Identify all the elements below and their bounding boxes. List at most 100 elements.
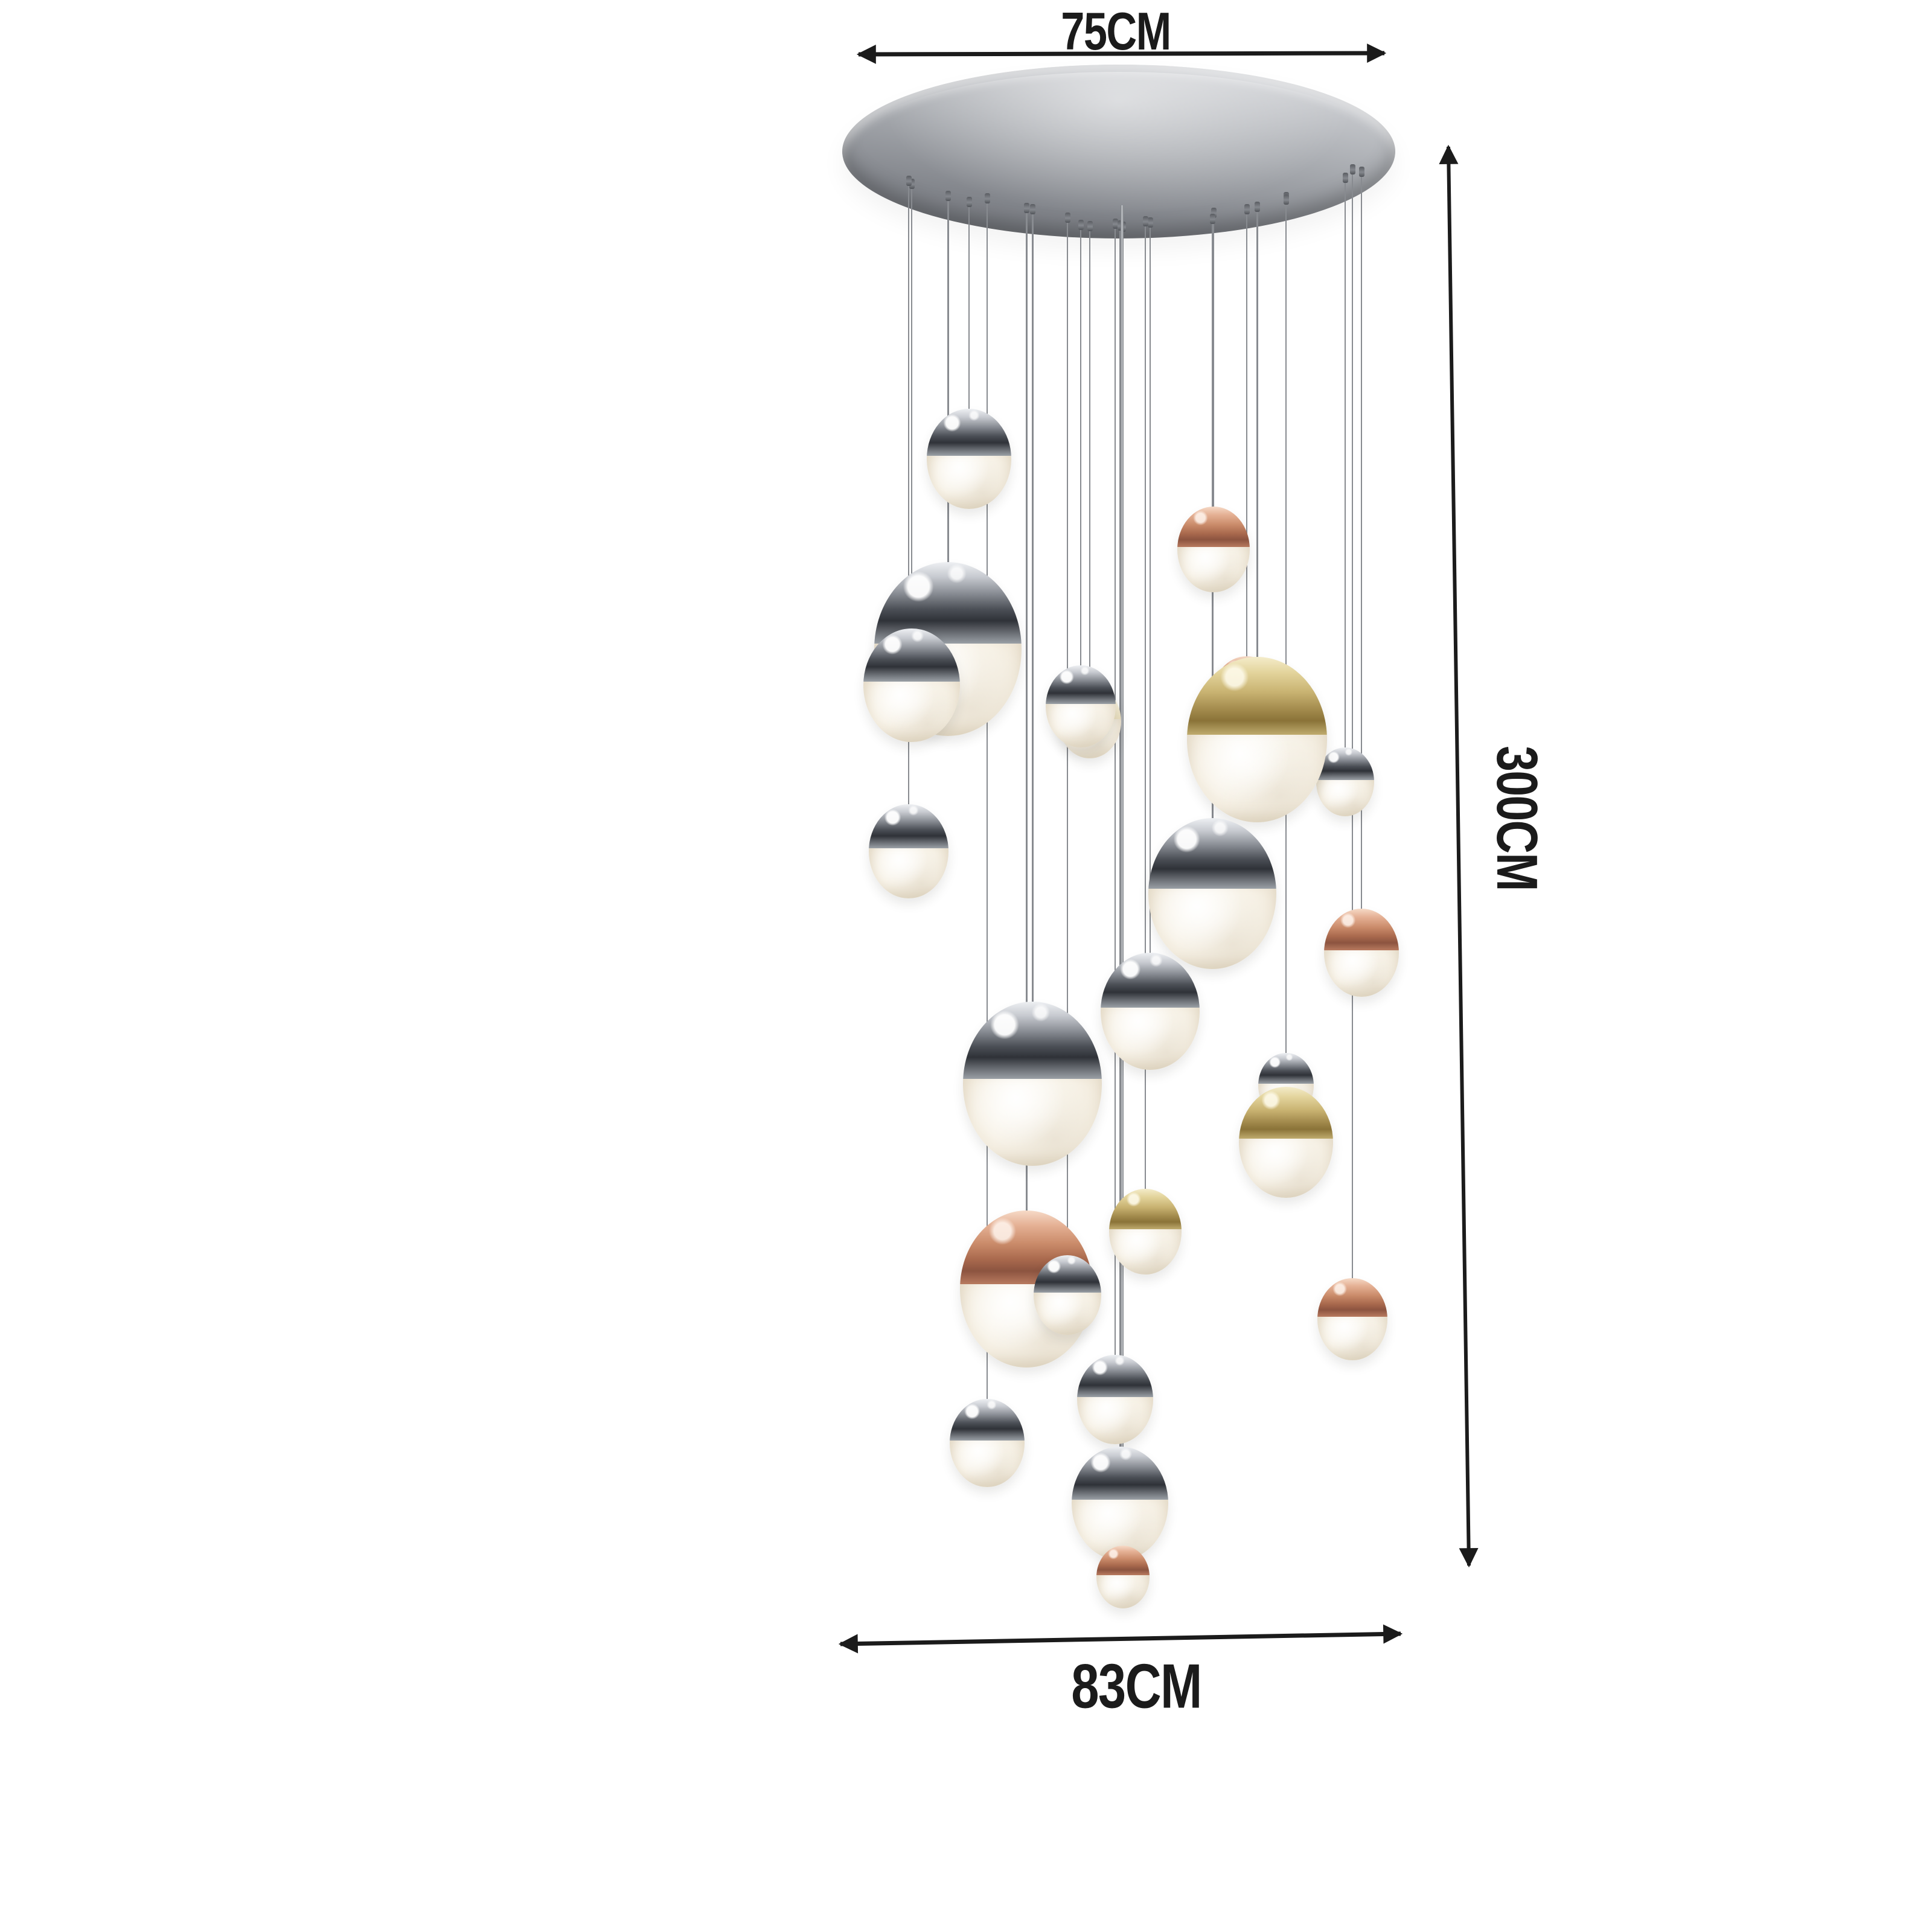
metal-cap-copper [1324, 908, 1399, 950]
pendant-wire [911, 187, 912, 637]
dimension-arrow-right [1439, 144, 1479, 1568]
metal-cap-gold [1239, 1086, 1333, 1139]
pendant-ball-chrome [963, 1002, 1102, 1166]
wire-grip [966, 197, 972, 207]
pendant-wire [1352, 173, 1353, 1287]
pendant-ball-chrome [1034, 1255, 1101, 1335]
crystal-glass-bottom [863, 682, 960, 743]
crystal-glass-bottom [950, 1440, 1025, 1488]
crystal-glass-bottom [1109, 1229, 1182, 1275]
metal-cap-copper [1177, 507, 1250, 547]
dimension-label-canopy-width: 75CM [1061, 1, 1171, 61]
pendant-ball-chrome [927, 409, 1011, 509]
metal-cap-chrome [963, 1002, 1102, 1079]
pendant-wire [1119, 229, 1121, 1455]
wire-grip [945, 191, 951, 201]
metal-cap-chrome [869, 804, 948, 849]
metal-cap-chrome [1258, 1052, 1314, 1084]
pendant-ball-chrome [1072, 1446, 1168, 1561]
pendant-wire [1115, 227, 1116, 1363]
pendant-wire [1246, 213, 1247, 665]
wire-grip [1023, 203, 1029, 213]
pendant-ball-chrome [1077, 1354, 1153, 1445]
wire-grip [1064, 213, 1070, 223]
metal-cap-copper [1317, 1278, 1387, 1317]
wire-grip [1283, 194, 1289, 205]
wire-grip [1244, 204, 1250, 214]
pendant-wire [987, 202, 988, 1407]
crystal-glass-bottom [1096, 1575, 1150, 1608]
metal-cap-chrome [1148, 817, 1276, 889]
metal-cap-copper [1096, 1546, 1150, 1575]
wire-grip [1342, 173, 1348, 183]
chandelier-ceiling-canopy [842, 65, 1395, 238]
pendant-ball-chrome [1101, 953, 1200, 1070]
wire-grip [1349, 164, 1355, 174]
metal-cap-chrome [1034, 1255, 1101, 1293]
pendant-ball-chrome [863, 628, 960, 743]
crystal-glass-bottom [869, 848, 948, 898]
wire-grip [1147, 217, 1153, 228]
metal-cap-gold [1187, 657, 1327, 735]
pendant-wire [1031, 213, 1034, 1011]
metal-cap-chrome [1072, 1446, 1168, 1500]
pendant-ball-copper [1324, 908, 1399, 997]
dimension-label-spread-width: 83CM [1071, 1651, 1202, 1722]
pendant-ball-chrome [869, 804, 948, 898]
pendant-wire [968, 205, 970, 418]
wire-grip [1112, 219, 1118, 229]
pendant-wire [1080, 228, 1081, 674]
wire-grip [1087, 221, 1093, 231]
dimension-arrow-bottom [838, 1624, 1403, 1654]
crystal-glass-bottom [1317, 1316, 1387, 1361]
pendant-wire [1145, 225, 1146, 1198]
wire-grip [1117, 220, 1123, 231]
pendant-wire [1361, 175, 1362, 917]
crystal-glass-bottom [1101, 1008, 1200, 1070]
crystal-glass-bottom [1239, 1139, 1333, 1198]
center-suspension-rod [1120, 205, 1124, 1454]
pendant-wire [1150, 226, 1151, 962]
pendant-wire [1345, 181, 1346, 756]
pendant-ball-copper [1317, 1278, 1387, 1361]
metal-cap-chrome [927, 409, 1011, 456]
metal-cap-gold [1109, 1189, 1182, 1229]
crystal-glass-bottom [1034, 1293, 1101, 1335]
pendant-ball-chrome [1046, 665, 1116, 748]
pendant-wire [1213, 216, 1214, 516]
crystal-glass-bottom [1177, 546, 1250, 592]
pendant-ball-chrome [1148, 817, 1276, 970]
pendant-ball-chrome [950, 1398, 1025, 1488]
pendant-ball-copper [1096, 1546, 1150, 1608]
wire-grip [1211, 208, 1217, 218]
pendant-wire [908, 184, 909, 813]
metal-cap-chrome [1101, 953, 1200, 1008]
wire-grip [1254, 202, 1260, 212]
wire-grip [984, 193, 990, 203]
crystal-glass-bottom [1046, 703, 1116, 748]
crystal-glass-bottom [927, 456, 1011, 509]
pendant-ball-gold [1239, 1086, 1333, 1198]
wire-grip [1078, 220, 1084, 230]
wire-grip [1358, 167, 1364, 177]
wire-grip [1142, 216, 1148, 226]
metal-cap-chrome [1046, 665, 1116, 704]
crystal-glass-bottom [963, 1078, 1102, 1166]
pendant-ball-copper [1177, 507, 1250, 592]
metal-cap-chrome [950, 1398, 1025, 1441]
metal-cap-chrome [1077, 1354, 1153, 1397]
crystal-glass-bottom [1324, 950, 1399, 997]
pendant-wire [947, 199, 949, 571]
crystal-glass-bottom [1187, 734, 1327, 822]
crystal-glass-bottom [1077, 1396, 1153, 1445]
pendant-wire [1256, 210, 1258, 666]
pendant-wire [1089, 229, 1090, 693]
dimension-label-drop-height: 300CM [1485, 746, 1549, 891]
pendant-wire [1285, 203, 1287, 1095]
wire-grip [906, 176, 912, 186]
metal-cap-chrome [863, 628, 960, 682]
pendant-wire [1025, 211, 1028, 1220]
pendant-ball-gold [1109, 1189, 1182, 1275]
